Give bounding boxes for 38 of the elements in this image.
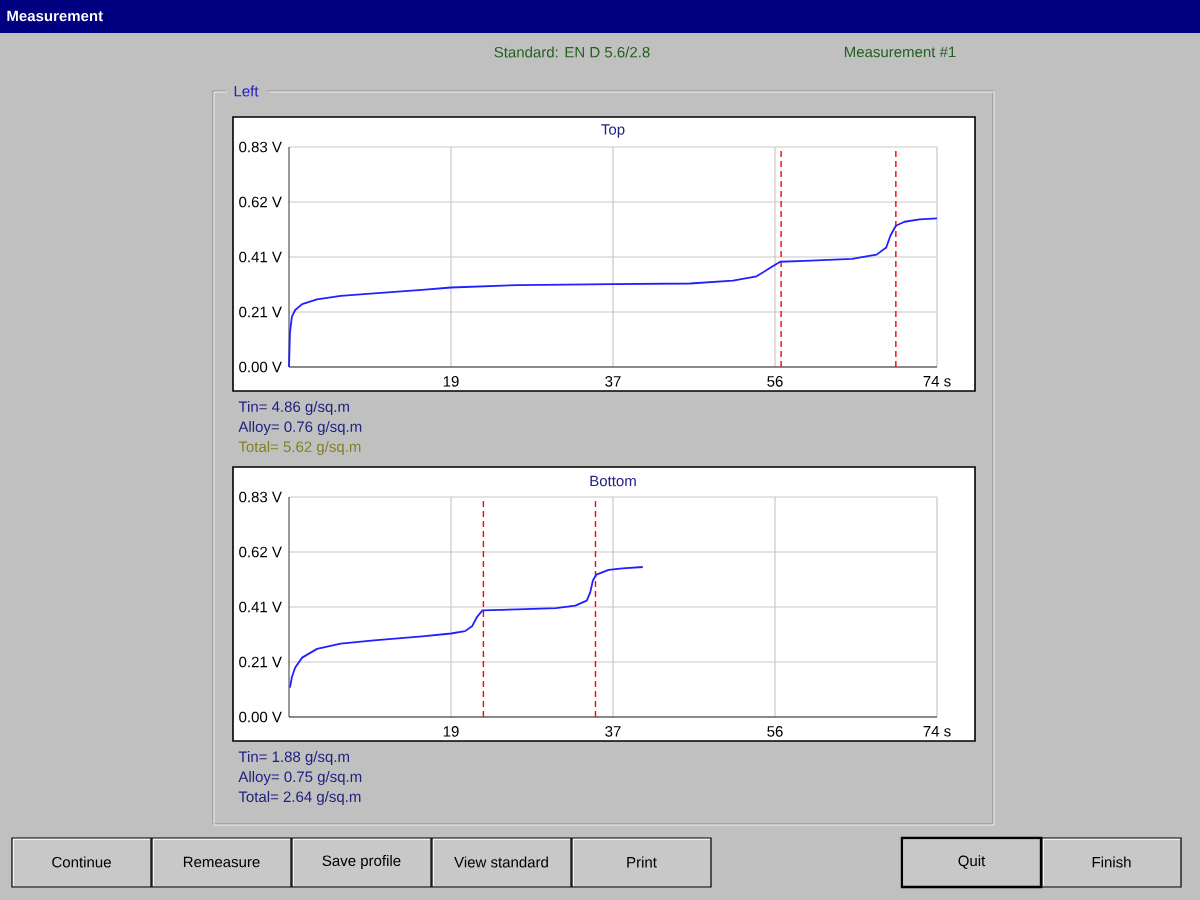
- text: Save profile: [322, 855, 401, 869]
- text: Total= 2.64 g/sq.m: [238, 791, 361, 805]
- x-tick-label: 19: [443, 376, 459, 387]
- x-tick-label: 56: [767, 376, 783, 387]
- y-tick-label: 0.41 V: [239, 601, 282, 613]
- text: Measurement #1: [844, 46, 956, 58]
- text: Tin= 4.86 g/sq.m: [238, 401, 349, 415]
- text: Left: [234, 85, 259, 97]
- x-tick-label: 74 s: [923, 726, 951, 737]
- x-tick-label: 74 s: [923, 376, 951, 387]
- chart-title: Top: [601, 124, 625, 138]
- text: Continue: [52, 856, 111, 868]
- text: Remeasure: [183, 856, 260, 868]
- text: Alloy= 0.76 g/sq.m: [238, 421, 362, 435]
- chart-title: Bottom: [590, 475, 636, 487]
- y-tick-label: 0.00 V: [239, 711, 282, 723]
- text: Finish: [1092, 856, 1131, 868]
- text: Total= 5.62 g/sq.m: [238, 441, 361, 455]
- text: Tin= 1.88 g/sq.m: [238, 751, 349, 765]
- x-tick-label: 37: [605, 726, 621, 737]
- text: Alloy= 0.75 g/sq.m: [238, 771, 362, 785]
- text: Standard: EN D 5.6/2.8: [494, 46, 650, 58]
- text: Print: [627, 856, 657, 868]
- y-tick-label: 0.83 V: [239, 491, 282, 503]
- y-tick-label: 0.83 V: [239, 141, 282, 153]
- text: View standard: [454, 856, 548, 868]
- y-tick-label: 0.21 V: [239, 306, 282, 318]
- line-series: [289, 566, 644, 689]
- text: Measurement: [7, 10, 103, 22]
- y-tick-label: 0.00 V: [239, 361, 282, 373]
- y-tick-label: 0.62 V: [239, 196, 282, 208]
- x-tick-label: 56: [767, 726, 783, 737]
- x-tick-label: 19: [443, 726, 459, 737]
- y-tick-label: 0.62 V: [239, 546, 282, 558]
- y-tick-label: 0.21 V: [239, 656, 282, 668]
- x-tick-label: 37: [605, 376, 621, 387]
- y-tick-label: 0.41 V: [239, 251, 282, 263]
- text: Quit: [958, 855, 986, 869]
